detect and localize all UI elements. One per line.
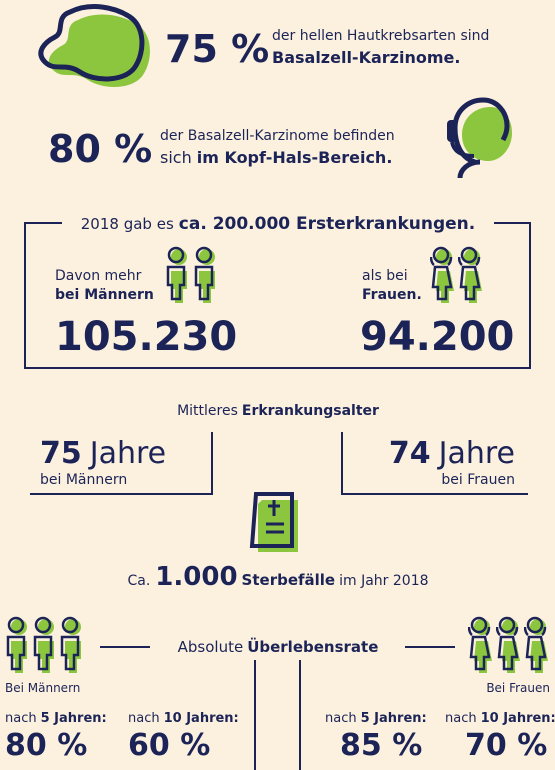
deaths-post: im Jahr 2018 [339,573,428,589]
man-icon [166,246,189,305]
survival-period: nach 5 Jahren: [5,711,107,726]
fact-bold: Basalzell-Karzinome. [272,48,460,67]
deaths-bold: Sterbefälle [242,571,336,589]
period-bold: 10 Jahren: [481,711,555,726]
survival-value: 60 % [128,728,210,763]
women-label: als bei [362,268,408,284]
fact-pre: sich [160,148,192,167]
deaths-value: 1.000 [155,562,237,592]
men-bold: bei Männern [55,287,154,303]
survival-title: Absolute Überlebensrate [178,637,379,656]
age-unit: Jahre [88,436,166,471]
women-value: 94.200 [360,314,514,360]
woman-icon [468,616,492,675]
man-icon [60,616,83,675]
survival-items: nach 5 Jahren: 80 % nach 10 Jahren: 60 % nach 5… [5,711,555,763]
fact-value: 75 % [165,27,269,71]
fact-bold: im Kopf-Hals-Bereich. [197,148,393,167]
box-frame [24,222,531,369]
survival-women-label: Bei Frauen [486,681,550,695]
man-icon [194,246,217,305]
age-value: 74 [389,436,431,471]
skin-icon [38,4,150,87]
age-title: Mittleres Erkrankungsalter [177,403,379,419]
survival-period: nach 5 Jahren: [325,711,427,726]
survival-bold: Überlebensrate [247,637,378,656]
age-label: Mittleres [177,403,238,419]
fact-text: der hellen Hautkrebsarten sind [272,28,489,44]
period-bold: 5 Jahren: [361,711,427,726]
intro: 2018 gab es [81,215,174,233]
survival-period: nach 10 Jahren: [445,711,555,726]
survival-period: nach 10 Jahren: [128,711,239,726]
survival-label: Absolute [178,638,244,656]
man-icon [33,616,56,675]
age-value: 75 [40,436,82,471]
deaths-pre: Ca. [127,573,150,589]
age-bracket [30,432,213,495]
head-icon [447,97,512,179]
women-bold: Frauen. [362,287,422,303]
age-unit: Jahre [437,436,515,471]
period-bold: 10 Jahren: [164,711,239,726]
period-pre: nach [128,711,160,726]
woman-icon [430,246,454,305]
age-men: 75 Jahre [40,436,166,471]
fact-value: 80 % [48,127,152,171]
survival-value: 85 % [340,728,422,763]
age-women-label: bei Frauen [441,472,515,488]
age-women: 74 Jahre [389,436,515,471]
period-pre: nach [5,711,37,726]
period-pre: nach [325,711,357,726]
divider [254,660,301,770]
men-value: 105.230 [55,314,237,360]
woman-icon [496,616,520,675]
age-men-label: bei Männern [40,472,127,488]
period-bold: 5 Jahren: [41,711,107,726]
man-icon [6,616,29,675]
fact-line: sich im Kopf-Hals-Bereich. [160,148,392,167]
woman-icon [524,616,548,675]
age-bold: Erkrankungsalter [242,403,379,419]
men-label: Davon mehr [55,268,142,284]
period-pre: nach [445,711,477,726]
incidence-title: 2018 gab es ca. 200.000 Ersterkrankungen. [81,214,475,234]
grave-icon [249,492,298,552]
age-bracket [341,432,528,495]
intro-bold: ca. 200.000 Ersterkrankungen. [179,214,475,234]
deaths: Ca. 1.000 Sterbefälle im Jahr 2018 [127,562,428,592]
survival-men-label: Bei Männern [5,681,80,695]
survival-value: 80 % [5,728,87,763]
survival-value: 70 % [465,728,547,763]
fact-text: der Basalzell-Karzinome befinden [160,128,395,144]
woman-icon [458,246,482,305]
